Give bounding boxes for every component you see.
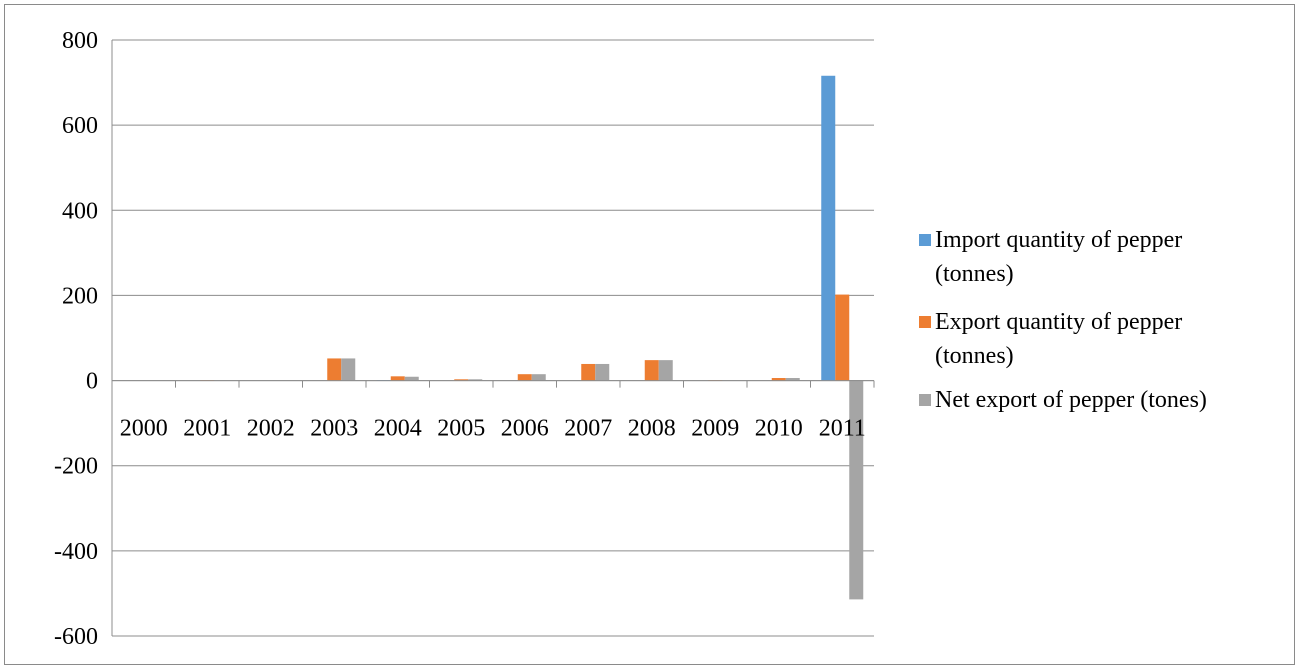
bars xyxy=(200,75,864,600)
bar xyxy=(581,363,596,381)
bar xyxy=(644,360,659,381)
x-tick-label: 2008 xyxy=(628,416,676,442)
x-tick-label: 2001 xyxy=(183,416,231,442)
legend-label: Net export of pepper (tones) xyxy=(935,387,1207,413)
bar xyxy=(404,376,419,381)
y-tick-label: -600 xyxy=(54,624,98,650)
y-tick-label: -400 xyxy=(54,539,98,565)
chart-frame: 800 600 400 200 0 -200 -400 -600 2000 2001 2002 20… xyxy=(4,4,1295,665)
legend-swatch xyxy=(919,234,931,246)
y-tick-label: -200 xyxy=(54,454,98,480)
legend-swatch xyxy=(919,316,931,328)
bar xyxy=(390,376,405,381)
legend-item: Net export of pepper (tones) xyxy=(919,387,1207,413)
bar xyxy=(341,358,356,381)
x-tick-label: 2005 xyxy=(437,416,485,442)
x-tick-label: 2000 xyxy=(120,416,168,442)
x-axis: 2000 2001 2002 2003 2004 2005 2006 2007 2008 2009… xyxy=(111,380,875,442)
bar xyxy=(658,360,673,381)
x-tick-label: 2010 xyxy=(755,416,803,442)
bar xyxy=(821,75,836,381)
bar xyxy=(785,378,800,381)
x-tick-label: 2004 xyxy=(374,416,422,442)
bar xyxy=(835,294,850,381)
bar xyxy=(531,374,546,381)
x-tick-label: 2002 xyxy=(247,416,295,442)
gridlines xyxy=(112,39,874,637)
legend-item: Export quantity of pepper (tonnes) xyxy=(919,309,1182,369)
y-tick-label: 200 xyxy=(62,283,98,309)
x-tick-label: 2006 xyxy=(501,416,549,442)
legend-item: Import quantity of pepper (tonnes) xyxy=(919,227,1182,287)
y-axis: 800 600 400 200 0 -200 -400 -600 xyxy=(54,28,113,650)
y-tick-label: 600 xyxy=(62,113,98,139)
legend-swatch xyxy=(919,394,931,406)
bar xyxy=(595,363,610,381)
bar xyxy=(771,378,786,381)
bar xyxy=(517,374,532,381)
legend-label: Import quantity of pepper (tonnes) xyxy=(935,227,1182,287)
x-tick-label: 2011 xyxy=(819,416,866,442)
y-tick-label: 800 xyxy=(62,28,98,54)
x-tick-label: 2007 xyxy=(564,416,612,442)
bar xyxy=(327,358,342,381)
legend: Import quantity of pepper (tonnes) Export … xyxy=(919,227,1207,413)
y-tick-label: 400 xyxy=(62,198,98,224)
bar xyxy=(454,379,469,381)
legend-label: Export quantity of pepper (tonnes) xyxy=(935,309,1182,369)
x-tick-label: 2003 xyxy=(310,416,358,442)
x-tick-label: 2009 xyxy=(691,416,739,442)
y-tick-label: 0 xyxy=(86,369,98,395)
bar xyxy=(468,379,483,381)
bar xyxy=(849,380,864,600)
